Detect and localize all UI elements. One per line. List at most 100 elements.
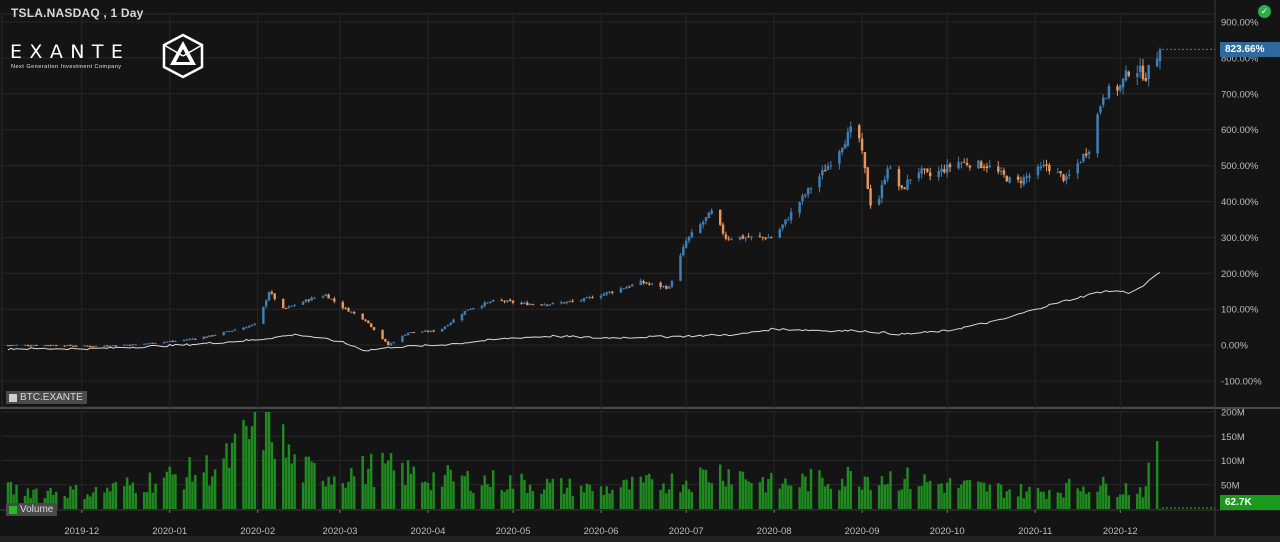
- candle-body: [665, 286, 668, 289]
- volume-bar: [750, 482, 753, 509]
- candle-body: [1059, 171, 1062, 174]
- candle-body: [486, 302, 489, 304]
- candle-body: [421, 331, 424, 333]
- candle-body: [1079, 162, 1082, 164]
- candle-body: [15, 344, 18, 346]
- volume-bar: [72, 489, 75, 509]
- candle-body: [1076, 163, 1079, 174]
- volume-bar: [46, 490, 49, 509]
- candle-body: [205, 336, 208, 338]
- candle-body: [1062, 174, 1065, 181]
- bottom-scrollbar-track[interactable]: [0, 536, 1280, 542]
- price-tick-label: 800.00%: [1221, 53, 1259, 64]
- candle-body: [721, 224, 725, 234]
- volume-bar: [880, 476, 884, 509]
- candle-body: [327, 294, 330, 299]
- volume-bar: [86, 494, 89, 509]
- candle-body: [301, 301, 305, 305]
- candle-body: [784, 219, 787, 225]
- volume-bar: [599, 486, 603, 509]
- candle-body: [1025, 176, 1028, 179]
- volume-bar: [1079, 491, 1082, 509]
- candle-body: [208, 335, 211, 337]
- volume-bar: [386, 460, 390, 509]
- candle-body: [585, 297, 589, 299]
- candle-body: [225, 331, 228, 333]
- x-tick-label: 2020-10: [930, 526, 965, 537]
- candle-body: [863, 152, 867, 169]
- volume-bar: [1096, 491, 1099, 509]
- volume-bar: [829, 488, 833, 509]
- volume-bar: [185, 477, 188, 509]
- candle-body: [840, 147, 844, 153]
- volume-bar: [35, 488, 38, 509]
- volume-bar: [1124, 483, 1128, 509]
- candle-body: [778, 229, 782, 238]
- volume-bar: [710, 483, 713, 509]
- volume-bar: [889, 471, 892, 509]
- volume-bar: [108, 491, 112, 509]
- candle-body: [423, 330, 427, 332]
- candle-body: [9, 345, 13, 347]
- candle-body: [483, 302, 486, 307]
- candle-body: [392, 341, 396, 344]
- candle-body: [648, 283, 651, 285]
- volume-bar: [472, 493, 475, 509]
- candle-body: [548, 304, 552, 306]
- volume-bar: [194, 474, 197, 509]
- volume-bar: [463, 476, 467, 509]
- candle-body: [264, 300, 268, 307]
- volume-bar: [639, 476, 642, 509]
- candle-body: [738, 236, 742, 240]
- legend-compare-toggle[interactable]: BTC.EXANTE: [6, 391, 87, 404]
- volume-bar: [103, 492, 106, 509]
- candle-body: [801, 195, 804, 202]
- candle-body: [965, 162, 969, 165]
- x-tick-label: 2020-07: [669, 526, 704, 537]
- candle-body: [188, 338, 191, 340]
- volume-bar: [165, 471, 169, 509]
- candle-body: [571, 300, 574, 302]
- volume-tick-label: 200M: [1221, 408, 1245, 419]
- x-tick-label: 2020-02: [240, 526, 275, 537]
- candle-body: [1022, 177, 1026, 185]
- candle-body: [588, 296, 591, 298]
- volume-bar: [1136, 493, 1139, 509]
- candle-body: [718, 209, 722, 225]
- volume-bar: [1107, 495, 1111, 509]
- x-tick-label: 2020-11: [1018, 526, 1052, 537]
- candle-body: [151, 342, 154, 344]
- volume-bar: [1121, 494, 1125, 509]
- candle-body: [74, 345, 78, 347]
- volume-tick-label: 150M: [1221, 432, 1245, 443]
- volume-bar: [840, 478, 844, 509]
- candle-body: [108, 345, 112, 347]
- candle-body: [1119, 85, 1122, 90]
- candle-body: [988, 165, 991, 167]
- volume-bar: [982, 482, 986, 509]
- volume-bar: [619, 487, 623, 509]
- candle-body: [1121, 78, 1125, 88]
- candle-body: [846, 131, 850, 147]
- candle-body: [165, 341, 169, 343]
- candle-body: [857, 125, 861, 139]
- candle-body: [937, 171, 940, 178]
- candle-body: [154, 343, 157, 345]
- candle-body: [83, 345, 86, 347]
- candle-body: [284, 307, 288, 309]
- candle-body: [369, 323, 373, 328]
- candle-body: [1116, 86, 1119, 91]
- volume-bar: [846, 466, 850, 509]
- price-tick-label: 700.00%: [1221, 89, 1259, 100]
- candle-body: [829, 165, 833, 167]
- candle-body: [906, 179, 909, 190]
- legend-volume-toggle[interactable]: Volume: [6, 503, 58, 516]
- candle-body: [386, 341, 390, 346]
- volume-tick-label: 50M: [1221, 480, 1240, 491]
- candle-body: [860, 138, 864, 151]
- volume-bar: [1127, 495, 1131, 509]
- candle-body: [72, 345, 75, 347]
- candle-body: [1087, 151, 1091, 155]
- volume-bar: [988, 484, 991, 509]
- candle-body: [897, 168, 901, 187]
